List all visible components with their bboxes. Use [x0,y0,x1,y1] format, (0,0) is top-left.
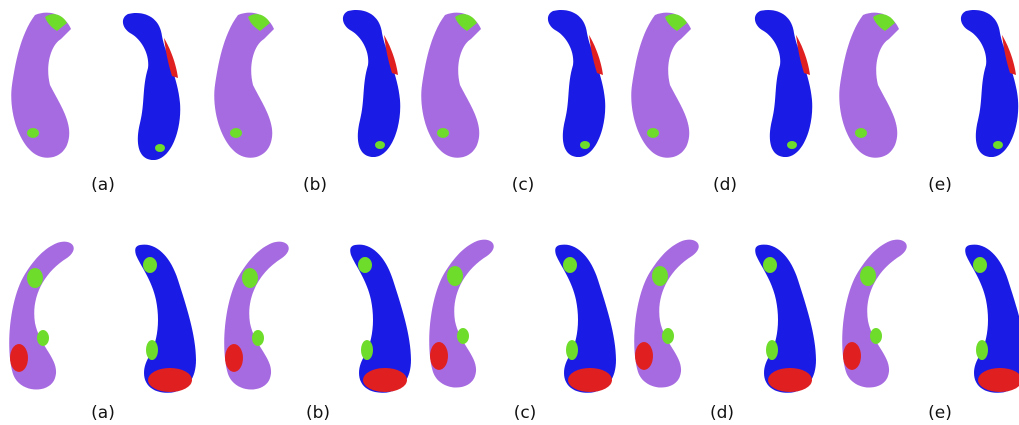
panel-label: (d) [713,175,737,195]
panel-label: (b) [306,403,330,423]
panel-label: (c) [512,175,535,195]
top-row-renderings [11,10,1018,160]
panel-label: (e) [928,403,952,423]
page: (a) (b) (c) (d) (e) (a) (b) (c) (d) (e) … [0,0,1019,425]
panel-label: (d) [710,403,734,423]
figure: (a) (b) (c) (d) (e) (a) (b) (c) (d) (e) [0,0,1019,425]
bottom-row-renderings [9,240,1019,393]
panel-label: (c) [514,403,537,423]
panel-label: (e) [928,175,952,195]
panel-label: (b) [303,175,327,195]
panel-label: (a) [91,403,115,423]
panel-label: (a) [91,175,115,195]
